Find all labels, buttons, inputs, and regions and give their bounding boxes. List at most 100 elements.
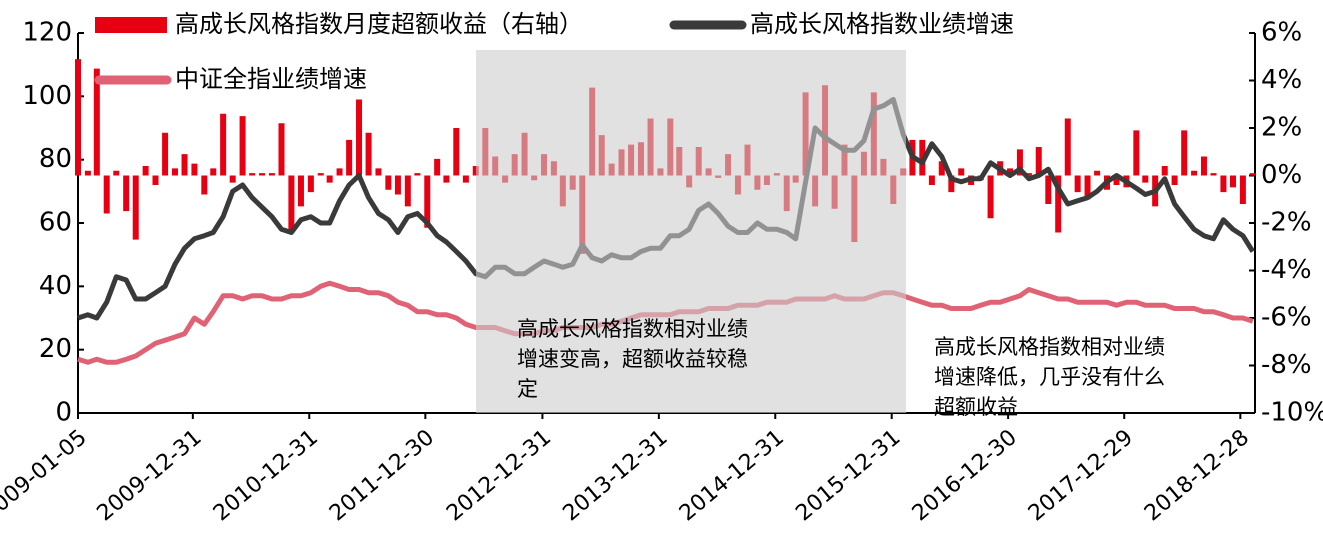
- bar: [1084, 175, 1091, 200]
- bar: [142, 166, 149, 176]
- bar: [1210, 173, 1217, 176]
- y-tick-label: 80: [39, 144, 72, 174]
- y-tick-label: 20: [39, 334, 72, 364]
- bar: [1191, 170, 1198, 176]
- bar: [1074, 175, 1081, 193]
- y2-tick-label: -4%: [1261, 255, 1312, 285]
- bar: [1220, 175, 1227, 193]
- bar: [385, 175, 392, 190]
- annotation: 高成长风格指数相对业绩: [934, 335, 1165, 359]
- bar: [123, 175, 130, 212]
- bar: [1161, 166, 1168, 176]
- legend-label: 高成长风格指数业绩增速: [750, 10, 1014, 38]
- x-tick-label: 2014-12-31: [675, 425, 789, 526]
- y-tick-label: 0: [55, 398, 72, 428]
- y2-tick-label: 2%: [1261, 113, 1302, 143]
- bar: [404, 175, 411, 207]
- y2-tick-label: 0%: [1261, 160, 1302, 190]
- x-tick-label: 2016-12-30: [908, 425, 1022, 526]
- bar: [152, 175, 159, 185]
- bar: [259, 173, 266, 176]
- bar: [434, 158, 441, 176]
- bar: [365, 132, 372, 176]
- bar: [1249, 173, 1256, 176]
- bar: [220, 113, 227, 176]
- bar: [1045, 175, 1052, 204]
- annotation: 增速降低，几乎没有什么: [934, 365, 1165, 389]
- x-tick-label: 2017-12-29: [1024, 425, 1138, 526]
- bar: [297, 175, 304, 207]
- bar: [336, 168, 343, 176]
- bar: [1200, 156, 1207, 176]
- bar: [1025, 173, 1032, 176]
- bar: [1239, 175, 1246, 204]
- bar: [132, 175, 139, 240]
- bar: [307, 175, 314, 193]
- bar: [191, 163, 198, 176]
- annotation: 增速变高，超额收益较稳: [517, 347, 748, 371]
- x-tick-label: 2011-12-30: [325, 425, 439, 526]
- y2-tick-label: -6%: [1261, 303, 1312, 333]
- bar: [171, 168, 178, 176]
- bar: [472, 166, 479, 176]
- bar: [1171, 175, 1178, 185]
- bar: [1055, 175, 1062, 233]
- annotation: 定: [517, 377, 538, 401]
- y-tick-label: 100: [22, 81, 72, 111]
- bar: [229, 175, 236, 183]
- bar: [1113, 175, 1120, 185]
- bar: [394, 175, 401, 195]
- bar: [210, 168, 217, 176]
- bar: [958, 168, 965, 176]
- bar: [1007, 168, 1014, 176]
- y2-tick-label: -2%: [1261, 208, 1312, 238]
- bar: [1229, 175, 1236, 188]
- y2-tick-label: 4%: [1261, 65, 1302, 95]
- bar: [424, 175, 431, 228]
- legend-label: 中证全指业绩增速: [175, 65, 367, 93]
- bar: [1094, 170, 1101, 176]
- annotation: 超额收益: [934, 395, 1018, 419]
- bar: [928, 175, 935, 185]
- bar: [375, 168, 382, 176]
- bar: [1016, 149, 1023, 176]
- x-tick-label: 2013-12-31: [559, 425, 673, 526]
- y-tick-label: 120: [22, 18, 72, 48]
- bar: [948, 175, 955, 193]
- bar: [162, 132, 169, 176]
- bar: [938, 161, 945, 176]
- bar: [113, 170, 120, 176]
- y-tick-label: 60: [39, 208, 72, 238]
- bar: [1064, 118, 1071, 176]
- bar: [462, 175, 469, 183]
- bar: [356, 99, 363, 176]
- x-tick-label: 2012-12-31: [442, 425, 556, 526]
- x-tick-label: 2015-12-31: [791, 425, 905, 526]
- bar: [288, 175, 295, 233]
- x-tick-label: 2009-12-31: [93, 425, 207, 526]
- bar: [93, 68, 100, 176]
- bar: [326, 175, 333, 183]
- y-tick-label: 40: [39, 271, 72, 301]
- bar: [84, 170, 91, 176]
- y2-tick-label: 6%: [1261, 18, 1302, 48]
- y2-tick-label: -10%: [1261, 398, 1323, 428]
- annotation: 高成长风格指数相对业绩: [517, 317, 748, 341]
- bar: [346, 139, 353, 176]
- x-tick-label: 2018-12-28: [1140, 425, 1254, 526]
- bar: [443, 175, 450, 183]
- bar: [414, 173, 421, 176]
- bar: [987, 175, 994, 219]
- legend-swatch: [95, 17, 167, 33]
- bar: [278, 123, 285, 176]
- bar: [1181, 130, 1188, 176]
- bar: [181, 154, 188, 176]
- bar: [201, 175, 208, 195]
- bar: [1133, 130, 1140, 176]
- bar: [249, 173, 256, 176]
- y2-tick-label: -8%: [1261, 350, 1312, 380]
- highlight-period: [476, 50, 906, 413]
- x-tick-label: 2010-12-31: [209, 425, 323, 526]
